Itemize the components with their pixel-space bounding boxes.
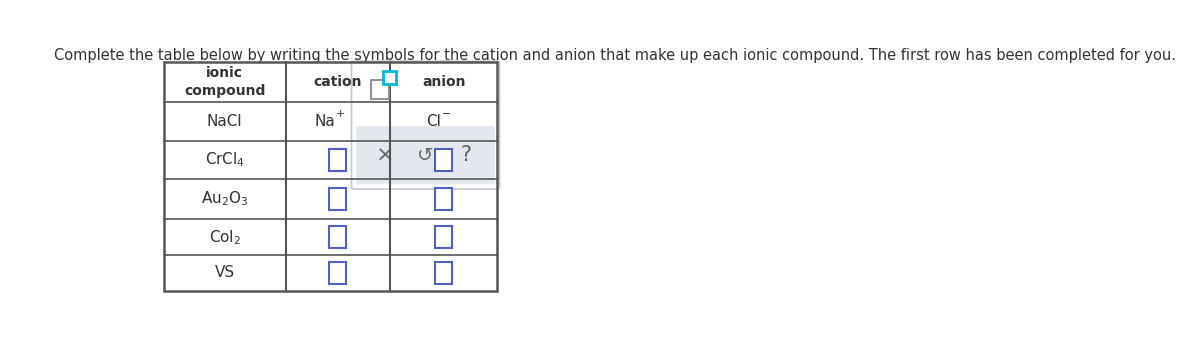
Text: CrCl$_4$: CrCl$_4$ <box>205 150 245 169</box>
Text: +: + <box>336 110 344 119</box>
Text: ×: × <box>376 145 395 165</box>
Text: anion: anion <box>422 75 466 89</box>
Text: Cl: Cl <box>426 114 440 129</box>
Bar <box>330 262 347 284</box>
Text: Na: Na <box>314 114 335 129</box>
FancyBboxPatch shape <box>356 126 494 184</box>
Text: cation: cation <box>313 75 362 89</box>
Text: Complete the table below by writing the symbols for the cation and anion that ma: Complete the table below by writing the … <box>54 48 1176 63</box>
Bar <box>330 149 347 171</box>
Bar <box>436 262 452 284</box>
Bar <box>383 71 396 84</box>
Bar <box>330 226 347 248</box>
Bar <box>371 81 390 99</box>
Bar <box>330 188 347 210</box>
Bar <box>436 226 452 248</box>
Text: −: − <box>442 110 451 119</box>
Text: Au$_2$O$_3$: Au$_2$O$_3$ <box>202 190 248 208</box>
Text: ↺: ↺ <box>418 146 433 165</box>
Text: ionic
compound: ionic compound <box>184 66 265 98</box>
Bar <box>436 149 452 171</box>
Text: VS: VS <box>215 266 235 280</box>
Text: ?: ? <box>460 145 472 165</box>
Bar <box>436 188 452 210</box>
Text: CoI$_2$: CoI$_2$ <box>209 228 241 247</box>
Text: NaCl: NaCl <box>206 114 242 129</box>
Bar <box>164 62 497 291</box>
FancyBboxPatch shape <box>352 61 499 189</box>
